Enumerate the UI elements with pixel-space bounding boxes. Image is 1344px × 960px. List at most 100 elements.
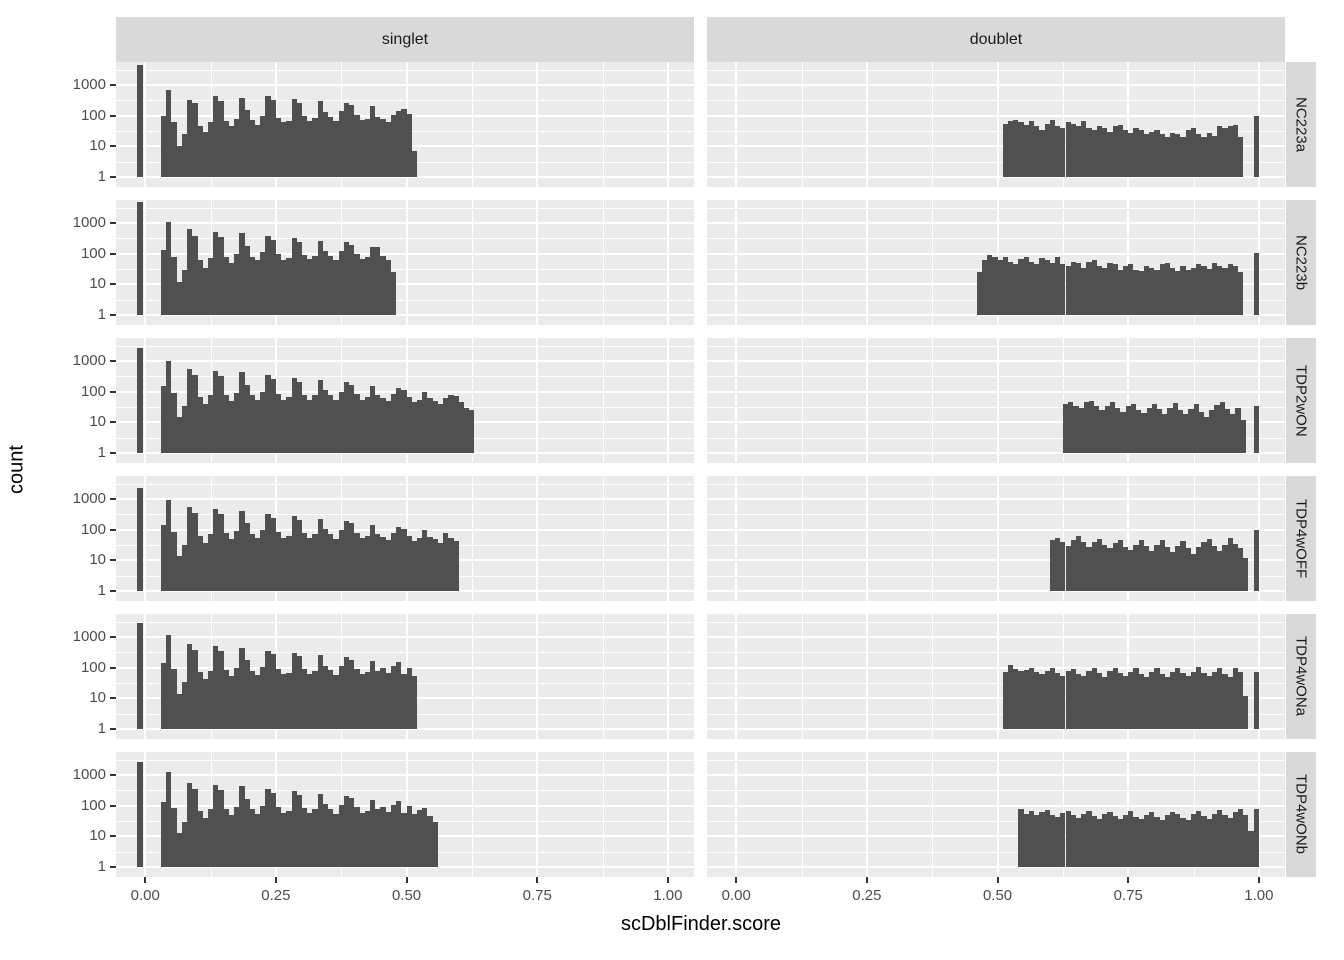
histogram-bar [1185,269,1191,315]
histogram-bar [207,533,214,591]
histogram-bar [1185,548,1191,591]
histogram-bar [166,499,172,591]
gridline-minor-h [707,652,1285,654]
histogram-bar [1055,537,1061,591]
histogram-bar [1196,264,1202,315]
histogram-spike-bar [1253,405,1259,453]
histogram-bar [260,666,266,729]
histogram-bar [1183,414,1189,453]
histogram-bar [244,660,250,729]
histogram-bar [166,360,172,453]
histogram-bar [1143,545,1150,591]
histogram-bar [281,122,287,177]
histogram-bar [286,811,292,867]
histogram-bar [1120,411,1126,453]
histogram-bar [406,667,412,729]
gridline-major-v [144,476,147,601]
histogram-bar [239,233,245,315]
panel-NC223b-doublet [707,200,1285,325]
histogram-bar [317,380,323,453]
gridline-major-v [536,476,539,601]
histogram-bar [317,519,323,591]
histogram-bar [1232,668,1238,729]
histogram-bar [406,806,412,867]
histogram-bar [1028,121,1035,177]
gridline-major-v [865,752,868,877]
histogram-bar [1075,536,1082,591]
x-tick-label: 0.00 [130,887,160,904]
x-tick-label: 0.50 [982,887,1013,904]
histogram-bar [1128,549,1134,591]
histogram-bar [1044,260,1050,315]
histogram-bar [286,672,292,729]
histogram-bar [270,379,276,453]
histogram-bar [1034,814,1040,867]
histogram-bar [1002,257,1008,315]
histogram-bar [385,540,391,591]
gridline-major-v [1257,752,1260,877]
gridline-major-v [144,338,147,463]
y-tick-label: 1 [97,720,106,737]
gridline-minor-h [116,69,694,71]
gridline-major-h [116,773,694,776]
histogram-bar [265,375,271,453]
facet-strip-TDP4wOFF-label: TDP4wOFF [1292,498,1310,579]
histogram-bar [1073,405,1079,453]
histogram-bar [291,377,297,453]
histogram-bar [1028,811,1035,867]
gridline-minor-h [707,820,1285,822]
histogram-bar [1180,817,1186,867]
histogram-bar [260,391,266,453]
histogram-bar [401,390,407,453]
histogram-bar [1112,667,1118,729]
histogram-bar [317,240,323,315]
histogram-bar [396,111,402,177]
gridline-major-h [116,176,694,178]
histogram-bar [1133,816,1139,867]
gridline-minor-v [602,62,604,187]
facet-strip-NC223a-label: NC223a [1292,96,1310,153]
histogram-bar [223,394,229,453]
histogram-bar [328,255,334,315]
histogram-bar [1211,813,1218,867]
y-tick-mark [110,221,116,224]
histogram-bar [1227,676,1233,729]
histogram-bar [296,656,303,729]
gridline-major-v [666,752,669,877]
histogram-bar [255,813,261,867]
histogram-bar [1018,809,1024,867]
histogram-bar [1159,134,1165,177]
histogram-bar [1201,137,1207,177]
histogram-bar [385,401,391,453]
gridline-major-v [144,614,147,739]
facet-strip-TDP4wONb-label: TDP4wONb [1292,774,1310,855]
gridline-minor-h [116,376,694,378]
histogram-bar [976,272,982,315]
histogram-bar [213,646,219,729]
histogram-bar [1102,544,1108,591]
x-tick-label: 0.25 [261,887,291,904]
facet-strip-singlet-label: singlet [381,30,429,48]
histogram-bar [181,134,188,177]
histogram-bar [369,524,376,591]
histogram-bar [260,805,266,867]
gridline-minor-v [1062,338,1064,463]
histogram-bar [234,254,240,315]
panel-NC223b-singlet [116,200,694,325]
gridline-major-h [707,390,1285,393]
histogram-bar [1018,671,1024,729]
gridline-minor-h [707,345,1285,347]
histogram-bar [343,102,350,177]
histogram-bar [1227,537,1233,591]
histogram-bar [270,517,276,591]
histogram-bar [286,258,292,315]
histogram-bar [427,536,433,591]
histogram-bar [1211,135,1218,177]
histogram-bar [1086,671,1092,729]
histogram-bar [1232,543,1238,591]
histogram-bar [1201,672,1207,729]
panel-TDP4wONa-singlet [116,614,694,739]
histogram-bar [270,792,276,867]
gridline-minor-h [707,130,1285,132]
histogram-bar [275,254,282,315]
